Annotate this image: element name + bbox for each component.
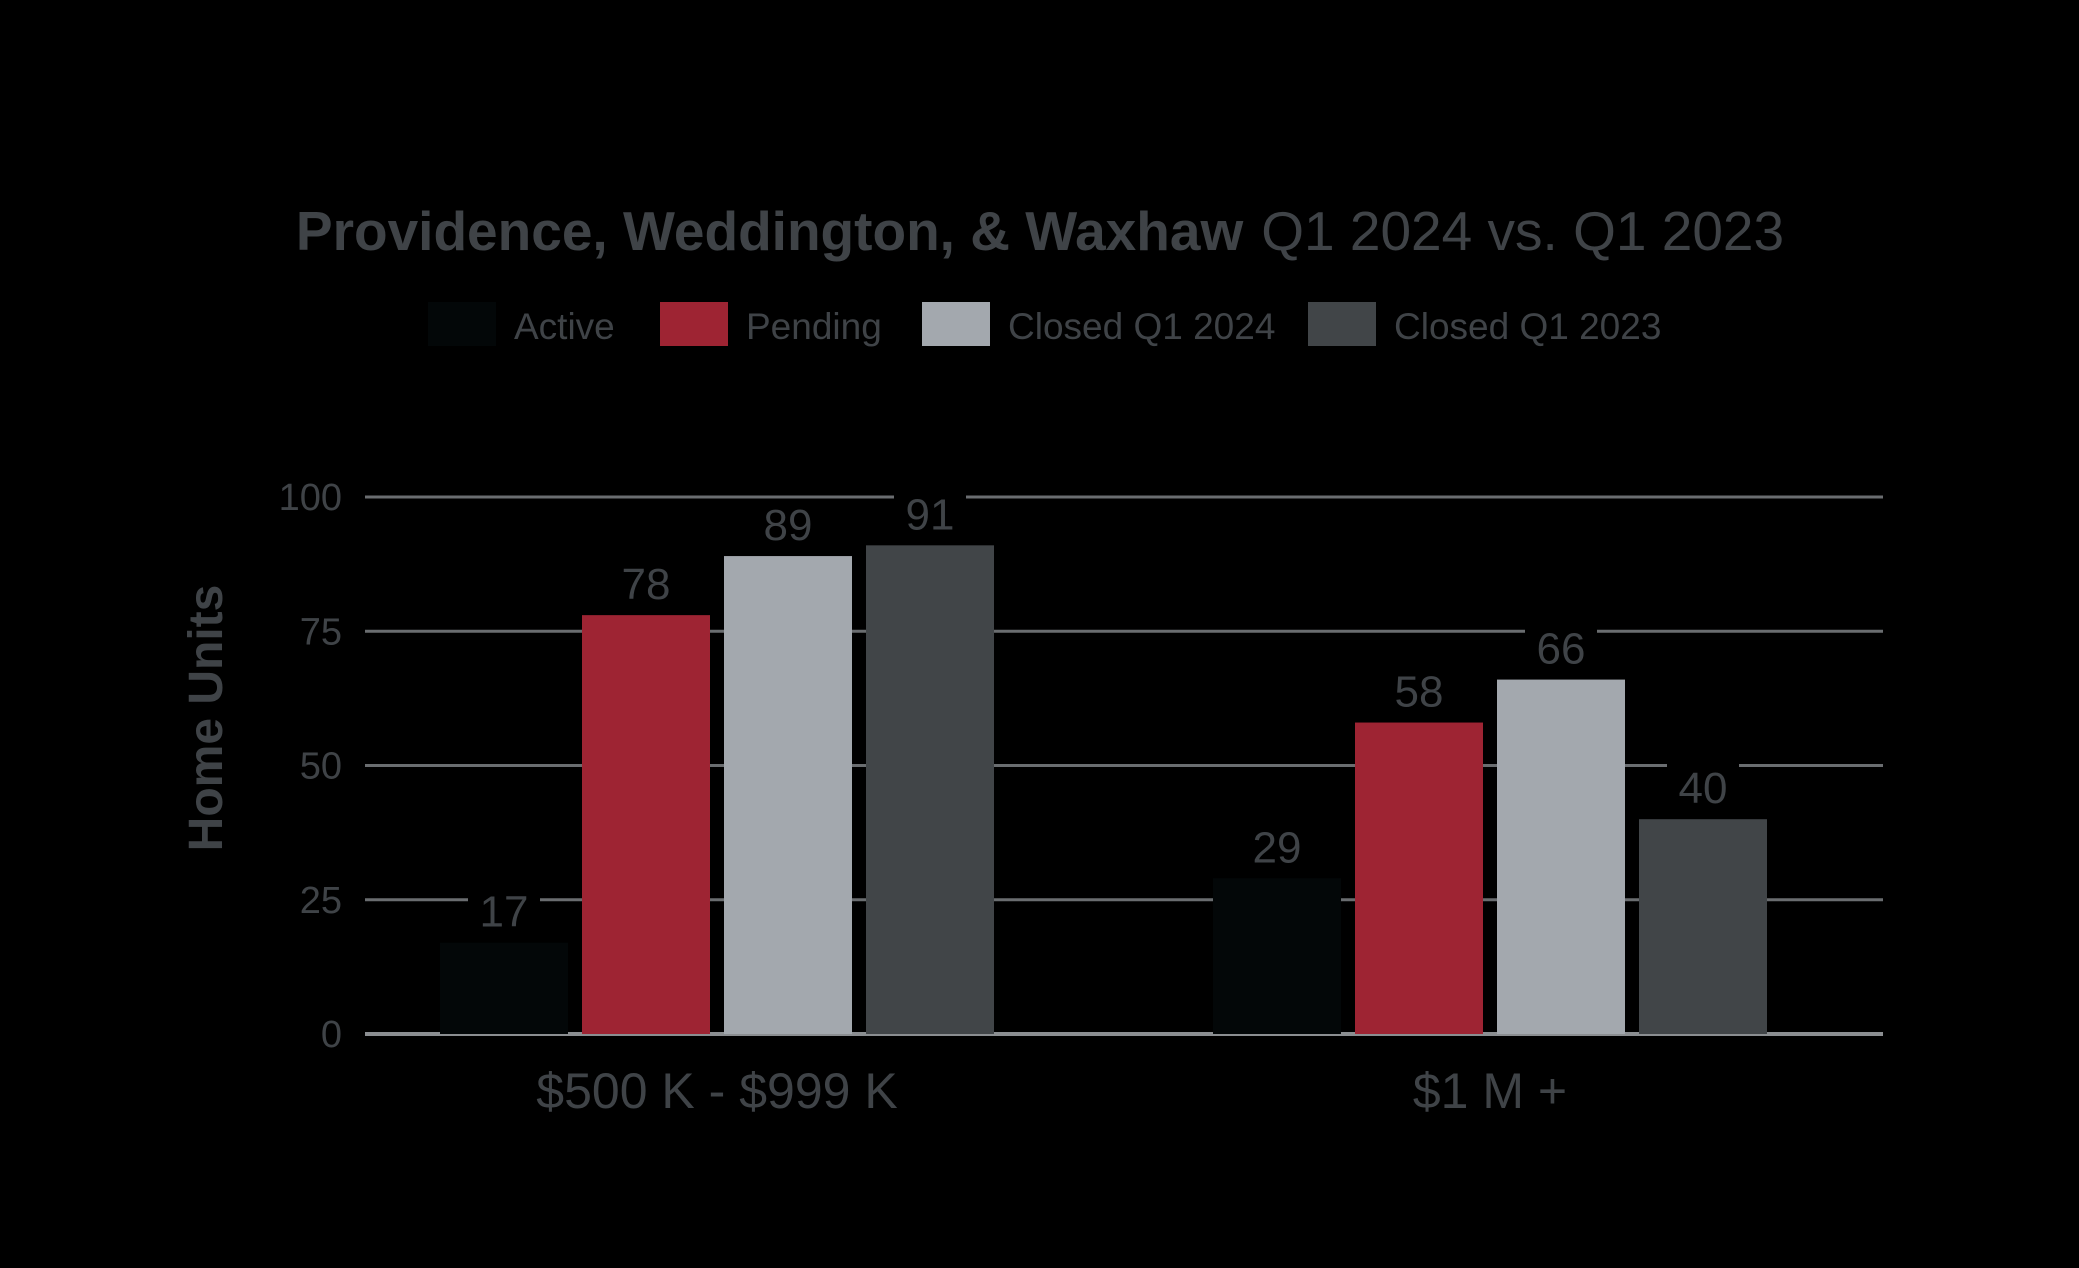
chart-title: Providence, Weddington, & Waxhaw Q1 2024 … — [296, 200, 1784, 262]
y-tick-label: 25 — [300, 880, 342, 922]
chart-title-bold: Providence, Weddington, & Waxhaw — [296, 200, 1244, 262]
legend-swatch — [1308, 302, 1376, 346]
legend-swatch — [428, 302, 496, 346]
data-label: 66 — [1537, 625, 1586, 674]
bar-pending — [582, 615, 710, 1034]
data-label-background — [1241, 822, 1313, 871]
data-label-background — [1383, 666, 1455, 715]
data-label: 40 — [1679, 764, 1728, 813]
bar-closed-q1-2023 — [1639, 819, 1767, 1034]
data-label-background — [752, 500, 824, 549]
legend-label: Active — [514, 306, 615, 347]
x-axis-labels: $500 K - $999 K $1 M + — [536, 1063, 1567, 1119]
data-label: 17 — [480, 888, 529, 937]
legend-label: Pending — [746, 306, 882, 347]
data-label: 78 — [622, 560, 671, 609]
bar-pending — [1355, 722, 1483, 1034]
chart-bars — [440, 545, 1767, 1034]
data-label: 91 — [906, 490, 955, 539]
legend-swatch — [922, 302, 990, 346]
data-labels: 17 78 89 91 29 58 66 40 — [468, 489, 1739, 937]
data-label-background — [610, 559, 682, 608]
data-label: 89 — [764, 501, 813, 550]
bar-active — [1213, 878, 1341, 1034]
y-axis-label: Home Units — [180, 585, 233, 852]
data-label: 29 — [1253, 823, 1302, 872]
bar-active — [440, 942, 568, 1034]
legend-swatch — [660, 302, 728, 346]
data-label: 58 — [1395, 668, 1444, 717]
y-axis-ticks: 0 25 50 75 100 — [279, 477, 342, 1056]
y-tick-label: 100 — [279, 477, 342, 519]
chart-title-light: Q1 2024 vs. Q1 2023 — [1261, 200, 1784, 262]
bar-closed-q1-2023 — [866, 545, 994, 1034]
chart-legend: Active Pending Closed Q1 2024 Closed Q1 202… — [428, 302, 1661, 347]
x-tick-label: $1 M + — [1413, 1063, 1567, 1119]
legend-label: Closed Q1 2024 — [1008, 306, 1275, 347]
y-tick-label: 50 — [300, 746, 342, 788]
data-label-background — [894, 489, 966, 538]
y-tick-label: 75 — [300, 611, 342, 653]
data-label-background — [468, 886, 540, 935]
x-tick-label: $500 K - $999 K — [536, 1063, 897, 1119]
y-tick-label: 0 — [321, 1014, 342, 1056]
data-label-background — [1667, 763, 1739, 812]
bar-closed-q1-2024 — [1497, 679, 1625, 1034]
bar-closed-q1-2024 — [724, 556, 852, 1034]
data-label-background — [1525, 623, 1597, 672]
legend-label: Closed Q1 2023 — [1394, 306, 1661, 347]
